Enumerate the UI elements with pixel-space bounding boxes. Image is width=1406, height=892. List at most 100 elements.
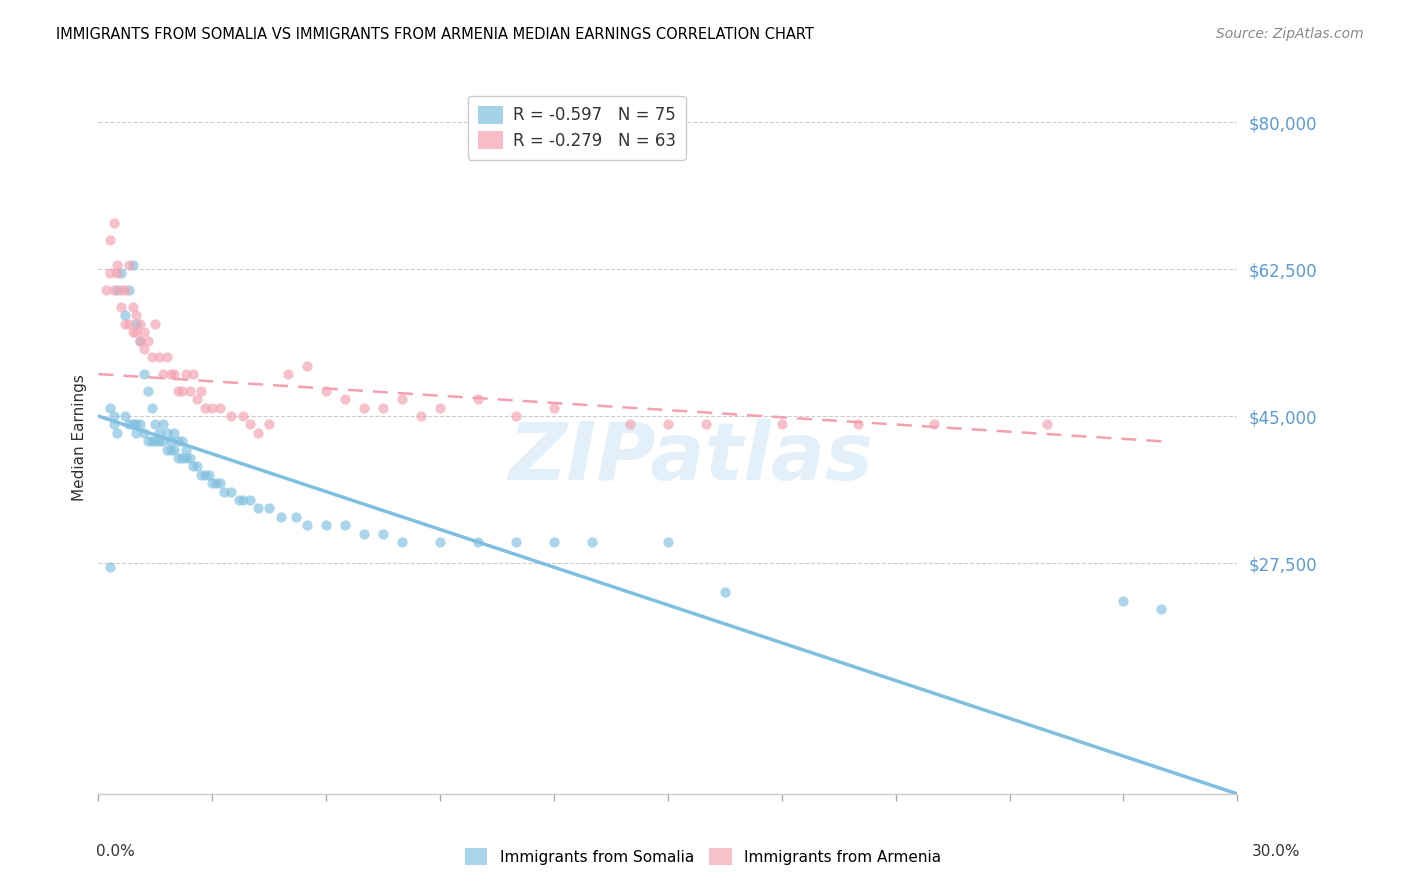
Point bbox=[152, 417, 174, 432]
Point bbox=[132, 342, 155, 356]
Point bbox=[205, 476, 228, 491]
Point bbox=[129, 317, 152, 331]
Point bbox=[98, 560, 121, 574]
Point bbox=[197, 467, 219, 482]
Point bbox=[259, 417, 281, 432]
Point bbox=[259, 501, 281, 516]
Point bbox=[114, 309, 136, 323]
Point bbox=[132, 367, 155, 381]
Point bbox=[114, 317, 136, 331]
Point bbox=[136, 384, 159, 398]
Point bbox=[335, 518, 357, 533]
Point bbox=[125, 425, 148, 440]
Point bbox=[174, 442, 197, 457]
Point bbox=[221, 484, 243, 499]
Point bbox=[156, 442, 179, 457]
Point bbox=[141, 401, 163, 415]
Point bbox=[170, 434, 193, 449]
Point bbox=[1036, 417, 1059, 432]
Point bbox=[543, 535, 565, 549]
Point bbox=[371, 526, 394, 541]
Point bbox=[190, 384, 212, 398]
Point bbox=[411, 409, 433, 423]
Point bbox=[110, 300, 132, 314]
Legend: Immigrants from Somalia, Immigrants from Armenia: Immigrants from Somalia, Immigrants from… bbox=[458, 842, 948, 871]
Point bbox=[201, 476, 224, 491]
Point bbox=[98, 233, 121, 247]
Text: IMMIGRANTS FROM SOMALIA VS IMMIGRANTS FROM ARMENIA MEDIAN EARNINGS CORRELATION C: IMMIGRANTS FROM SOMALIA VS IMMIGRANTS FR… bbox=[56, 27, 814, 42]
Legend: R = -0.597   N = 75, R = -0.279   N = 63: R = -0.597 N = 75, R = -0.279 N = 63 bbox=[468, 95, 686, 160]
Point bbox=[232, 493, 254, 508]
Point bbox=[118, 283, 141, 297]
Point bbox=[148, 425, 170, 440]
Point bbox=[429, 535, 451, 549]
Point bbox=[125, 317, 148, 331]
Point bbox=[371, 401, 394, 415]
Point bbox=[505, 409, 527, 423]
Point bbox=[103, 216, 125, 230]
Point bbox=[277, 367, 299, 381]
Point bbox=[118, 417, 141, 432]
Point bbox=[125, 325, 148, 339]
Point bbox=[208, 476, 231, 491]
Point bbox=[148, 434, 170, 449]
Point bbox=[353, 401, 375, 415]
Point bbox=[129, 334, 152, 348]
Point bbox=[94, 283, 117, 297]
Point bbox=[141, 351, 163, 365]
Text: 0.0%: 0.0% bbox=[96, 844, 135, 859]
Point bbox=[159, 367, 181, 381]
Point bbox=[297, 359, 319, 373]
Point bbox=[145, 434, 167, 449]
Point bbox=[212, 484, 235, 499]
Point bbox=[228, 493, 250, 508]
Point bbox=[107, 266, 129, 280]
Point bbox=[163, 442, 186, 457]
Point bbox=[121, 300, 143, 314]
Point bbox=[297, 518, 319, 533]
Point bbox=[118, 258, 141, 272]
Point bbox=[125, 309, 148, 323]
Point bbox=[846, 417, 869, 432]
Point bbox=[167, 451, 190, 466]
Point bbox=[208, 401, 231, 415]
Point bbox=[391, 392, 413, 407]
Point bbox=[770, 417, 793, 432]
Point bbox=[179, 384, 201, 398]
Point bbox=[98, 266, 121, 280]
Point bbox=[107, 283, 129, 297]
Point bbox=[163, 367, 186, 381]
Point bbox=[167, 384, 190, 398]
Point bbox=[125, 417, 148, 432]
Point bbox=[183, 459, 205, 474]
Point bbox=[170, 451, 193, 466]
Text: Source: ZipAtlas.com: Source: ZipAtlas.com bbox=[1216, 27, 1364, 41]
Point bbox=[922, 417, 945, 432]
Point bbox=[174, 367, 197, 381]
Point bbox=[695, 417, 717, 432]
Point bbox=[121, 258, 143, 272]
Point bbox=[179, 451, 201, 466]
Y-axis label: Median Earnings: Median Earnings bbox=[72, 374, 87, 500]
Point bbox=[129, 334, 152, 348]
Point bbox=[129, 417, 152, 432]
Point bbox=[467, 392, 489, 407]
Point bbox=[152, 434, 174, 449]
Point bbox=[98, 401, 121, 415]
Point bbox=[163, 425, 186, 440]
Point bbox=[429, 401, 451, 415]
Point bbox=[170, 384, 193, 398]
Text: 30.0%: 30.0% bbox=[1251, 844, 1301, 859]
Point bbox=[505, 535, 527, 549]
Point bbox=[239, 493, 262, 508]
Point bbox=[152, 367, 174, 381]
Point bbox=[1150, 602, 1173, 616]
Point bbox=[110, 266, 132, 280]
Point bbox=[270, 509, 292, 524]
Point bbox=[136, 434, 159, 449]
Point bbox=[391, 535, 413, 549]
Point bbox=[183, 367, 205, 381]
Point bbox=[284, 509, 307, 524]
Point bbox=[167, 434, 190, 449]
Point bbox=[118, 317, 141, 331]
